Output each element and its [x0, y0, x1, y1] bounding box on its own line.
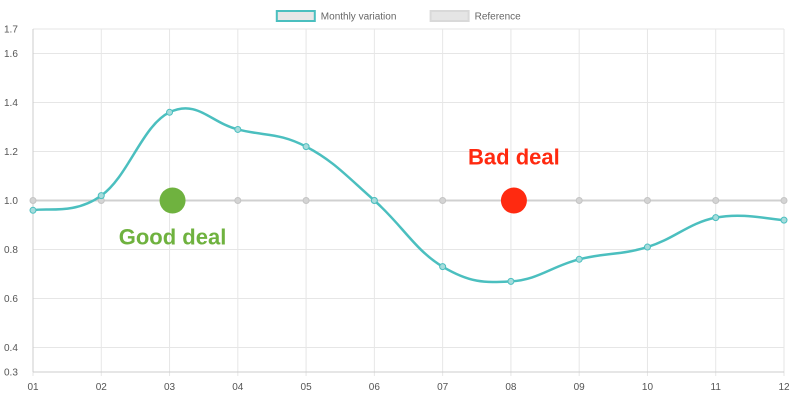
y-tick-label: 1.6 — [4, 49, 18, 60]
reference-point — [575, 197, 583, 204]
legend-swatch-reference — [429, 10, 470, 22]
annotations: Good deal Bad deal — [119, 145, 560, 250]
monthly-variation-point — [166, 108, 174, 116]
x-tick-label: 11 — [711, 382, 722, 393]
monthly-variation-point — [234, 125, 242, 133]
series — [29, 107, 788, 285]
reference-point — [780, 197, 788, 204]
x-tick-label: 03 — [164, 382, 176, 393]
y-tick-label: 1.2 — [4, 147, 18, 158]
x-tick-label: 01 — [27, 382, 39, 393]
monthly-variation-point — [780, 216, 788, 224]
y-tick-label: 1.4 — [4, 98, 18, 109]
x-tick-label: 12 — [778, 382, 790, 393]
y-tick-label: 0.6 — [4, 294, 18, 305]
reference-point — [643, 197, 651, 204]
monthly-variation-point — [97, 192, 105, 200]
legend-label-reference: Reference — [475, 12, 522, 23]
monthly-variation-point — [370, 197, 378, 204]
x-tick-label: 06 — [369, 382, 381, 393]
monthly-variation-point — [712, 214, 720, 222]
monthly-variation-point — [439, 263, 447, 271]
monthly-variation-point — [302, 143, 310, 151]
legend-swatch-monthly-variation — [275, 10, 316, 22]
x-tick-label: 10 — [642, 382, 654, 393]
monthly-variation-line — [32, 107, 785, 284]
bad-deal-marker — [500, 187, 527, 214]
x-tick-label: 08 — [505, 382, 517, 393]
legend-label-monthly-variation: Monthly variation — [321, 12, 397, 23]
x-tick-label: 02 — [96, 382, 108, 393]
reference-point — [712, 197, 720, 204]
monthly-variation-point — [29, 206, 37, 214]
good-deal-label: Good deal — [119, 225, 227, 250]
legend: Monthly variation Reference — [275, 10, 522, 23]
y-tick-label: 0.4 — [4, 343, 18, 354]
good-deal-marker — [159, 187, 186, 214]
monthly-variation-point — [507, 277, 515, 285]
reference-point — [29, 197, 37, 204]
monthly-variation-point — [575, 255, 583, 263]
y-tick-label: 1.7 — [4, 25, 18, 36]
reference-point — [439, 197, 447, 204]
x-tick-label: 07 — [437, 382, 449, 393]
axes: 0.3 0.4 0.6 0.8 1.0 1.2 1.4 1.6 1.7 01 02 03 04 05 06 0… — [4, 25, 790, 394]
y-tick-label: 0.8 — [4, 245, 18, 256]
y-tick-label: 1.0 — [4, 196, 18, 207]
grid — [32, 28, 785, 376]
x-tick-label: 05 — [301, 382, 313, 393]
x-tick-label: 09 — [574, 382, 586, 393]
monthly-variation-point — [643, 243, 651, 251]
y-tick-label: 0.3 — [4, 368, 18, 379]
bad-deal-label: Bad deal — [468, 145, 560, 170]
x-tick-label: 04 — [232, 382, 244, 393]
reference-point — [302, 197, 310, 204]
reference-point — [234, 197, 242, 204]
